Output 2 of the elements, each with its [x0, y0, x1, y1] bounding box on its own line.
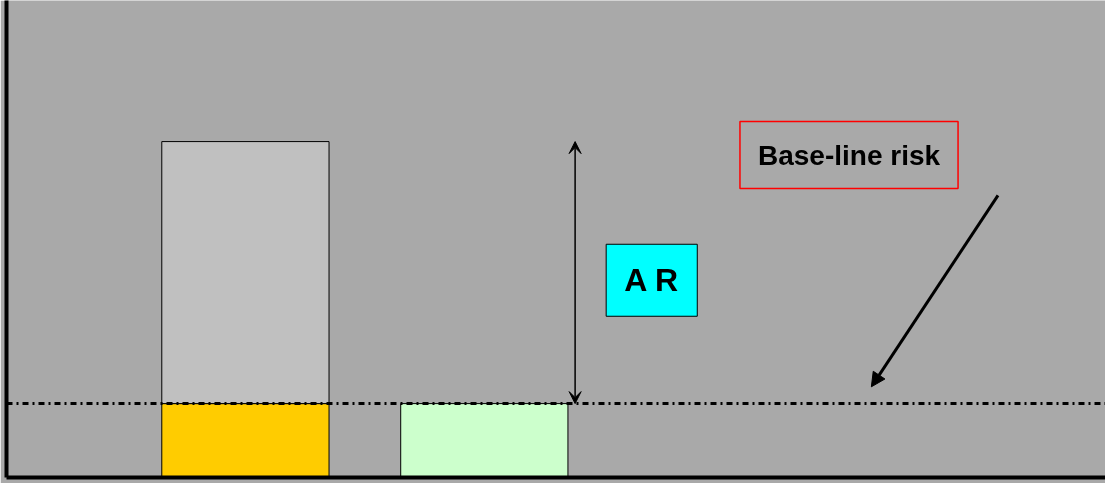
text: A R — [624, 262, 679, 299]
ref-line-label: Base-line risk — [757, 139, 941, 171]
